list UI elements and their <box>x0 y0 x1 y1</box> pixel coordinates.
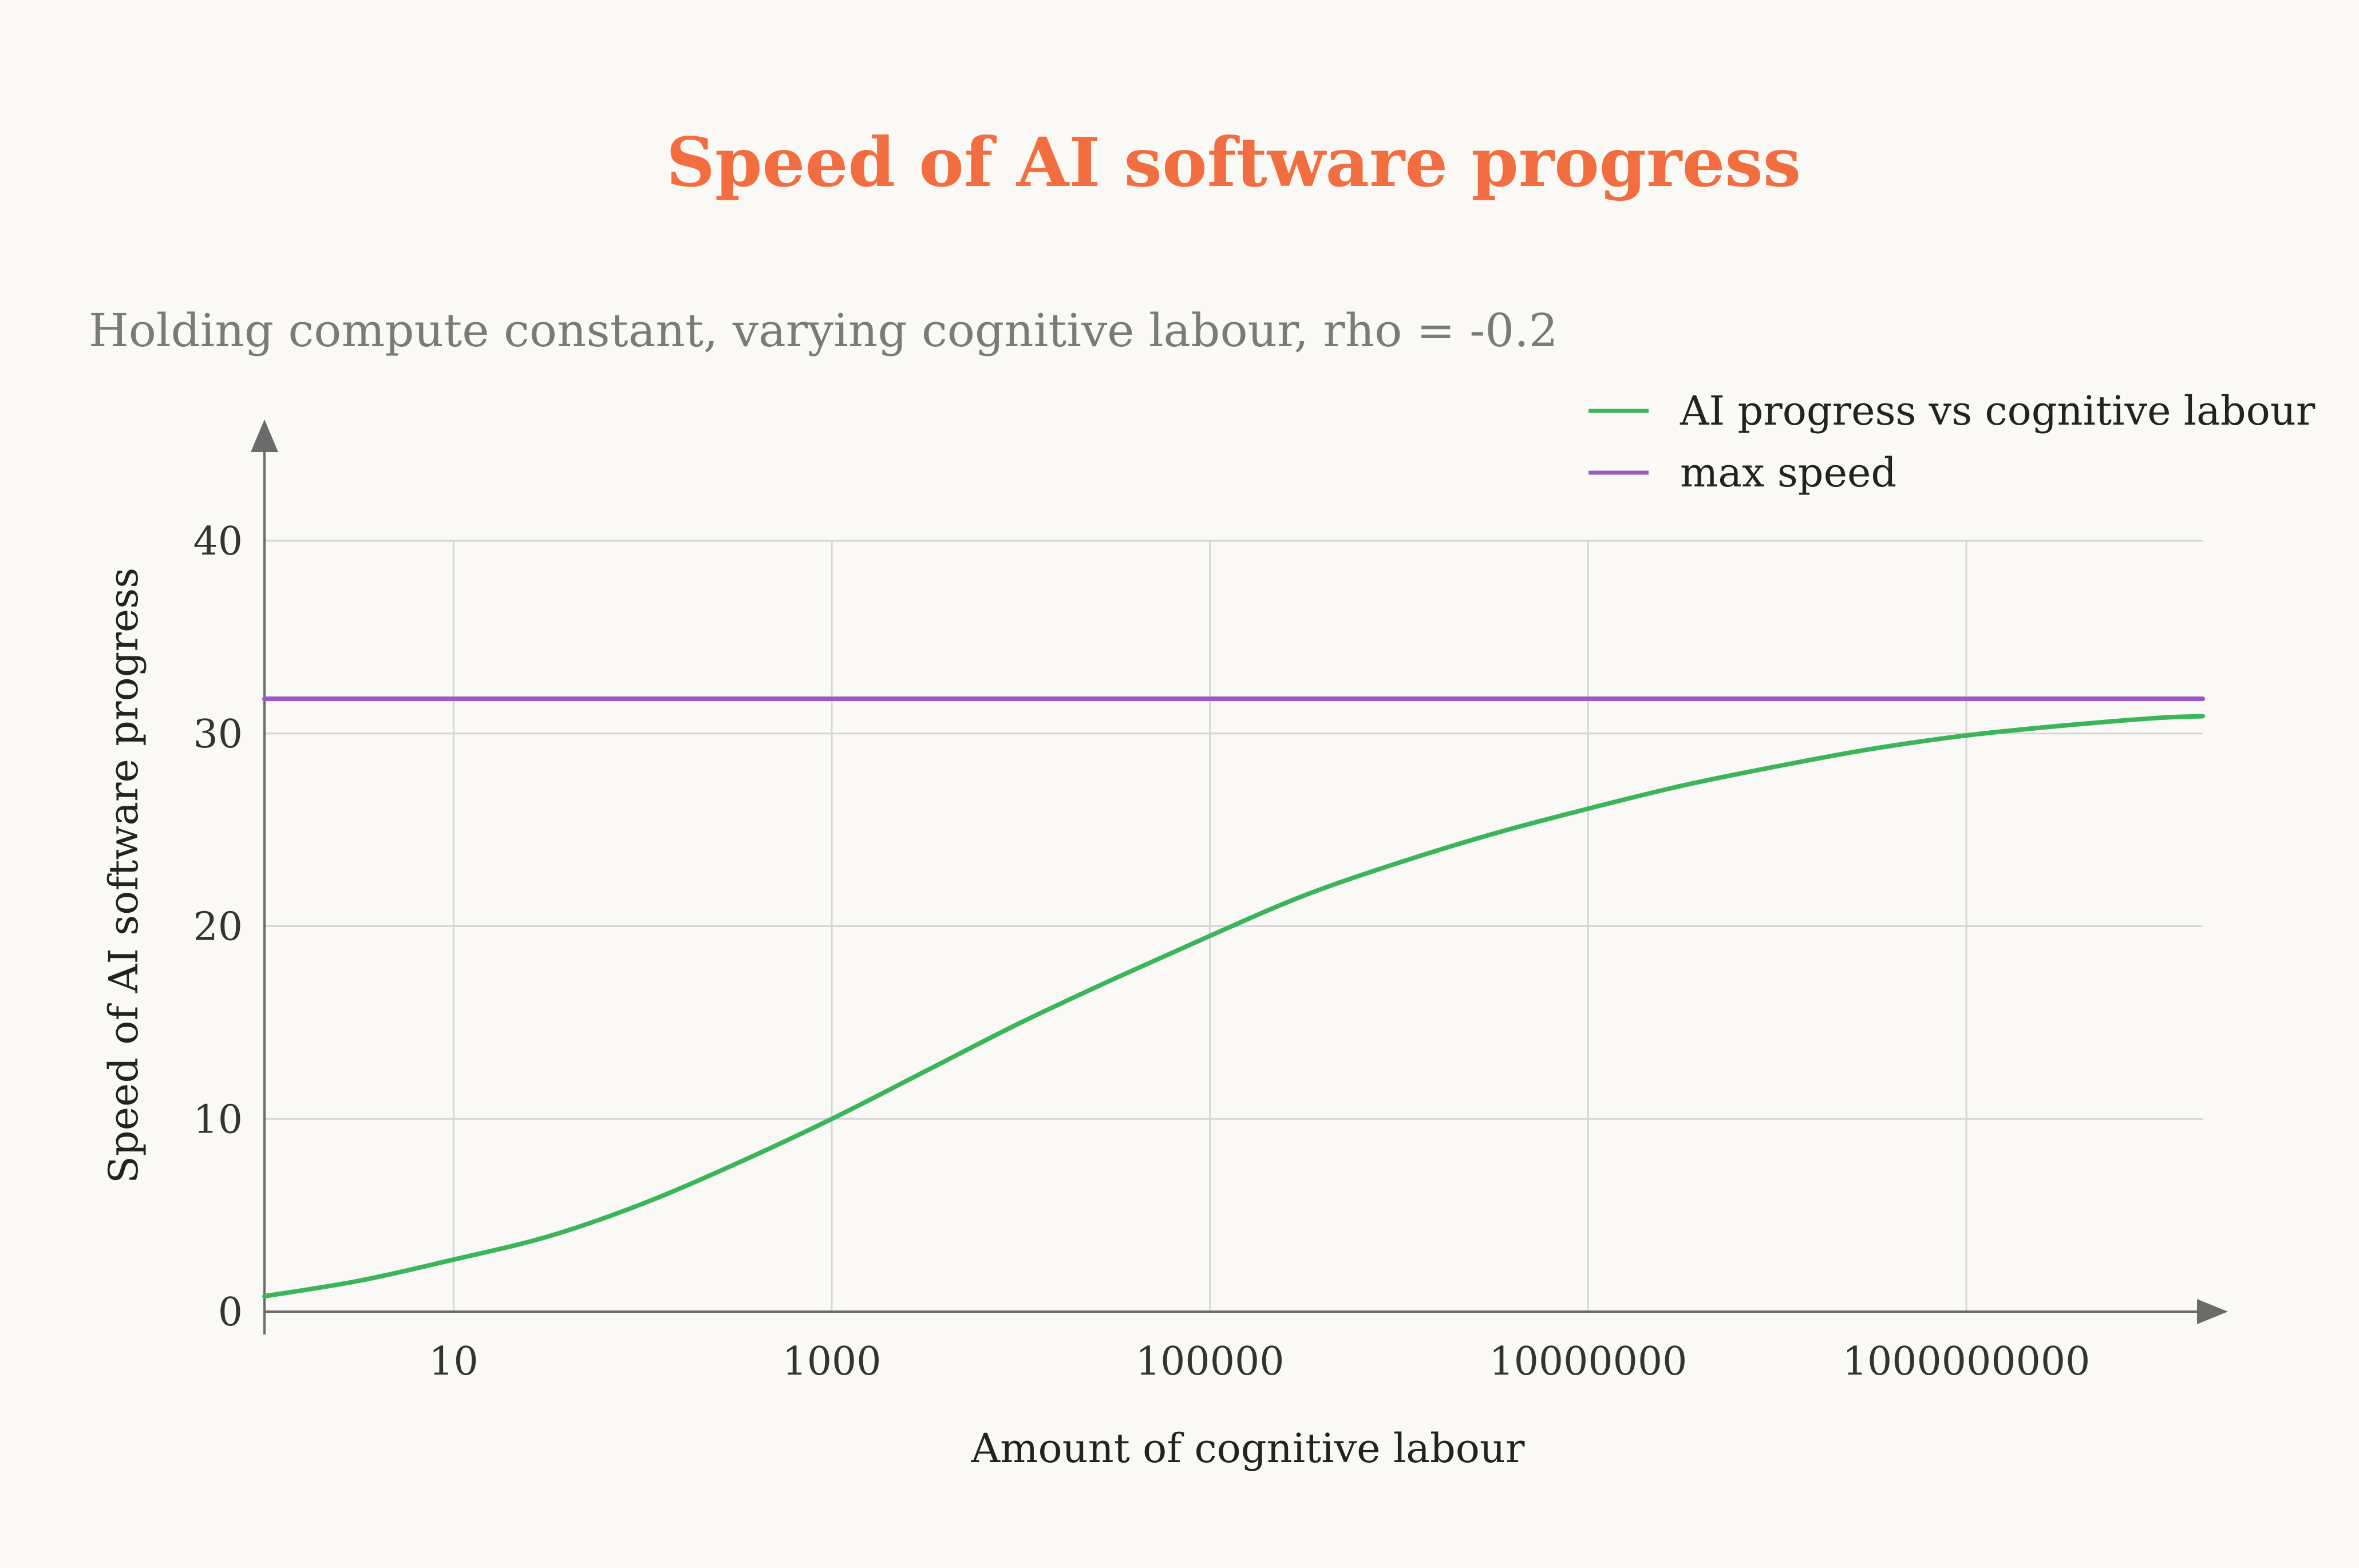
axes <box>251 419 2228 1335</box>
data-series <box>262 696 2205 1299</box>
series-line-progress <box>262 714 2205 1299</box>
legend-label-progress: AI progress vs cognitive labour <box>1680 387 2315 434</box>
y-tick-label: 10 <box>193 1097 243 1142</box>
legend: AI progress vs cognitive labour max spee… <box>1589 387 2315 496</box>
chart-title: Speed of AI software progress <box>666 122 1801 202</box>
y-tick-label: 20 <box>193 905 243 950</box>
tick-labels: 0 10 20 30 40 10 1000 100000 10000000 1000000000 <box>193 519 2090 1384</box>
x-axis-arrow-icon <box>2197 1299 2228 1324</box>
y-axis-label: Speed of AI software progress <box>100 568 147 1183</box>
y-tick-label: 0 <box>218 1290 243 1335</box>
x-tick-label: 10000000 <box>1489 1339 1687 1384</box>
x-tick-label: 1000000000 <box>1843 1339 2091 1384</box>
y-axis-arrow-icon <box>251 419 278 452</box>
y-tick-label: 40 <box>193 519 243 564</box>
x-axis-label: Amount of cognitive labour <box>971 1425 1525 1472</box>
grid-lines <box>264 540 2203 1312</box>
x-tick-label: 1000 <box>782 1339 881 1384</box>
chart-subtitle: Holding compute constant, varying cognit… <box>89 304 1558 357</box>
x-tick-label: 10 <box>429 1339 479 1384</box>
y-tick-label: 30 <box>193 712 243 757</box>
legend-label-max-speed: max speed <box>1680 449 1896 496</box>
x-tick-label: 100000 <box>1136 1339 1285 1384</box>
